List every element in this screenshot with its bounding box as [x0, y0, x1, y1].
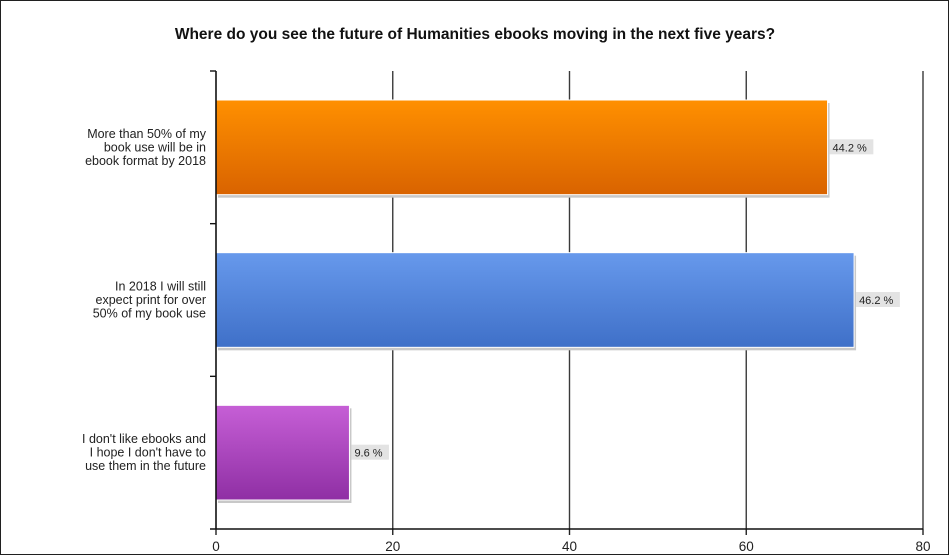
category-label: More than 50% of my book use will be in eb…	[85, 127, 207, 168]
x-tick-label: 60	[739, 539, 754, 554]
x-tick-label: 40	[562, 539, 577, 554]
x-tick-label: 0	[212, 539, 220, 554]
bar-3	[215, 404, 350, 501]
data-label-box	[829, 139, 874, 155]
x-tick-label: 20	[385, 539, 400, 554]
bar-1	[215, 99, 829, 196]
bar-2	[215, 252, 855, 348]
data-label-box	[856, 292, 900, 307]
category-label: I don't like ebooks and I hope I don't ha…	[82, 432, 206, 473]
chart-title: Where do you see the future of Humanitie…	[175, 26, 775, 43]
data-label: 46.2 %	[859, 295, 893, 307]
category-label: In 2018 I will still expect print for ove…	[93, 280, 206, 321]
data-label: 9.6 %	[354, 448, 382, 460]
data-label-box	[351, 444, 389, 460]
x-tick-label: 80	[915, 539, 930, 554]
data-label: 44.2 %	[833, 142, 867, 154]
